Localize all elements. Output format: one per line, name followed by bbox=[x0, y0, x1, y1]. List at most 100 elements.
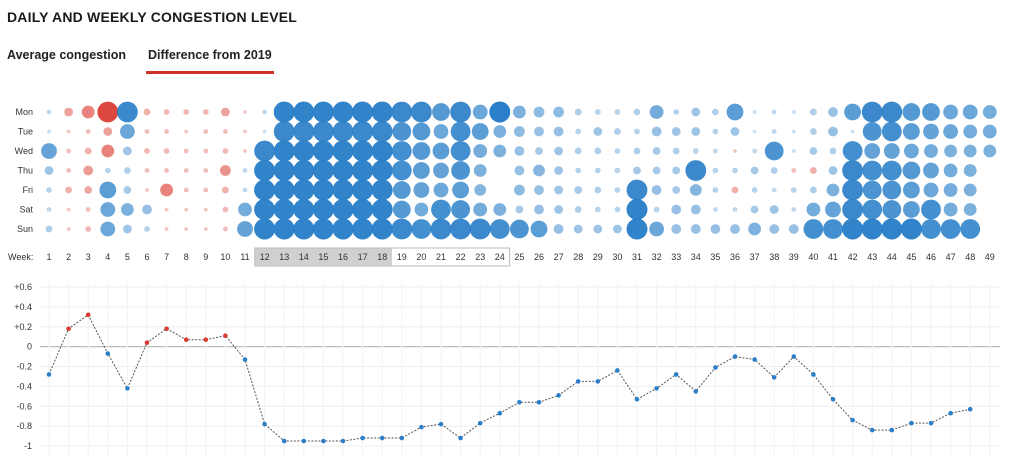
bubble bbox=[882, 180, 902, 200]
bubble bbox=[352, 199, 374, 220]
bubble bbox=[904, 143, 919, 159]
week-range-outline bbox=[254, 247, 511, 267]
bubble bbox=[352, 140, 374, 162]
bubble bbox=[144, 129, 150, 134]
line-point bbox=[556, 393, 561, 398]
line-point bbox=[771, 375, 777, 380]
week-tick-label: 15 bbox=[318, 252, 328, 262]
line-point bbox=[223, 333, 228, 338]
bubble bbox=[371, 179, 393, 201]
week-tick-label: 47 bbox=[946, 252, 956, 262]
bubble bbox=[553, 126, 564, 137]
week-tick-label: 34 bbox=[691, 252, 701, 262]
bubble bbox=[412, 142, 431, 160]
bubble bbox=[943, 104, 958, 120]
bubble bbox=[97, 101, 119, 123]
bubble bbox=[183, 168, 189, 173]
bubble bbox=[534, 204, 544, 215]
bubble bbox=[712, 108, 719, 116]
bubble bbox=[685, 160, 707, 181]
bubble bbox=[652, 166, 661, 175]
bubble bbox=[431, 199, 451, 220]
bubble bbox=[243, 149, 247, 153]
bubble bbox=[823, 219, 843, 239]
bubble bbox=[535, 147, 543, 155]
week-tick-label: 44 bbox=[887, 252, 897, 262]
bubble bbox=[690, 224, 701, 234]
bubble bbox=[940, 219, 961, 239]
bubble bbox=[513, 105, 526, 119]
bubble bbox=[514, 126, 525, 137]
bubble bbox=[594, 109, 601, 115]
bubble bbox=[312, 218, 334, 240]
bubble bbox=[413, 162, 430, 179]
tab-average-congestion[interactable]: Average congestion bbox=[7, 48, 127, 62]
bubble bbox=[672, 147, 680, 155]
bubble bbox=[748, 222, 761, 236]
bubble bbox=[963, 144, 977, 158]
bubble bbox=[921, 219, 941, 239]
bubble bbox=[788, 224, 799, 234]
tab-difference-from-2019[interactable]: Difference from 2019 bbox=[146, 48, 274, 74]
bubble bbox=[85, 129, 91, 134]
line-point bbox=[673, 372, 679, 377]
bubble bbox=[533, 164, 545, 177]
day-labels: Mon Tue Wed Thu Fri Sat Sun bbox=[15, 107, 34, 234]
bubble bbox=[810, 186, 817, 194]
bubble bbox=[881, 160, 902, 181]
bubble bbox=[649, 221, 664, 237]
bubble bbox=[825, 201, 841, 218]
week-tick-label: 32 bbox=[652, 252, 662, 262]
bubble bbox=[262, 109, 267, 115]
bubble bbox=[671, 127, 681, 136]
line-point bbox=[791, 354, 797, 359]
bubble bbox=[574, 147, 582, 155]
bubble bbox=[726, 103, 744, 121]
y-tick-label: -0.6 bbox=[16, 401, 32, 411]
bubble bbox=[489, 219, 510, 239]
bubble bbox=[575, 128, 582, 135]
line-point bbox=[477, 420, 483, 426]
week-tick-label: 9 bbox=[203, 252, 208, 262]
y-tick-label: +0.4 bbox=[14, 302, 32, 312]
bubble bbox=[671, 204, 682, 215]
bubble bbox=[332, 199, 354, 220]
bubble bbox=[352, 179, 374, 201]
bubble bbox=[903, 201, 920, 218]
bubble bbox=[430, 218, 452, 240]
line-point bbox=[732, 354, 738, 359]
bubble bbox=[751, 187, 758, 193]
line-point bbox=[438, 421, 444, 427]
bubble bbox=[983, 144, 997, 158]
bubble bbox=[66, 207, 71, 212]
bubble bbox=[806, 202, 821, 217]
bubble bbox=[243, 129, 247, 134]
bubble bbox=[473, 202, 488, 217]
bubble bbox=[46, 187, 52, 193]
bubble bbox=[750, 166, 759, 175]
bubble bbox=[254, 199, 276, 220]
bubble bbox=[203, 168, 209, 173]
bubble bbox=[712, 167, 719, 174]
bubble bbox=[273, 160, 295, 181]
bubble bbox=[183, 148, 189, 154]
week-tick-label: 12 bbox=[260, 252, 270, 262]
y-tick-label: -0.8 bbox=[16, 421, 32, 431]
bubble bbox=[791, 110, 796, 114]
bubble bbox=[575, 167, 582, 174]
line-point bbox=[105, 351, 111, 356]
line-point bbox=[419, 424, 424, 430]
bubble bbox=[293, 179, 315, 201]
line-point bbox=[340, 438, 346, 444]
week-tick-label: 4 bbox=[105, 252, 110, 262]
line-point bbox=[654, 386, 659, 391]
bubble bbox=[651, 126, 662, 137]
bubble bbox=[850, 129, 855, 134]
y-tick-label: -1 bbox=[24, 441, 32, 451]
bubble bbox=[671, 224, 682, 234]
bubble bbox=[242, 187, 248, 193]
bubble bbox=[411, 219, 432, 239]
bubble bbox=[574, 186, 583, 194]
bubble bbox=[842, 179, 863, 201]
